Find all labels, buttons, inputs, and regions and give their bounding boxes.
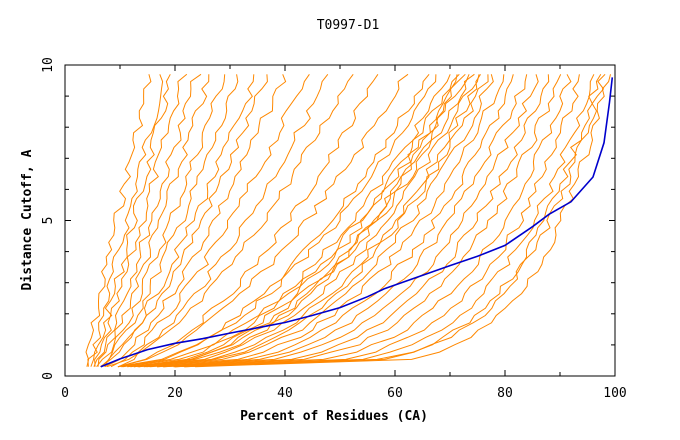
series-line-other-19 [122, 73, 460, 368]
x-tick-label-100: 100 [603, 386, 626, 401]
x-tick-label-80: 80 [497, 386, 513, 401]
x-axis-label: Percent of Residues (CA) [240, 409, 428, 424]
series-line-other-5 [97, 74, 210, 367]
series-line-other-21 [130, 74, 470, 368]
y-tick-label-0: 0 [41, 372, 56, 380]
series-layer [85, 73, 614, 368]
series-line-other-13 [106, 73, 354, 368]
series-line-other-36 [174, 74, 595, 368]
series-line-other-26 [138, 74, 489, 368]
series-line-other-11 [110, 74, 310, 368]
series-line-other-6 [96, 74, 226, 368]
series-line-other-23 [138, 74, 458, 368]
series-line-other-38 [184, 73, 606, 368]
series-line-other-0 [85, 74, 152, 367]
series-line-other-39 [195, 74, 611, 368]
series-line-other-3 [94, 73, 188, 367]
series-line-other-28 [143, 74, 505, 368]
series-line-other-16 [117, 73, 430, 368]
series-line-other-30 [149, 74, 528, 368]
series-line-other-7 [100, 74, 239, 368]
series-line-other-31 [157, 74, 539, 368]
series-line-other-4 [93, 73, 202, 367]
y-axis-label: Distance Cutoff, A [20, 149, 35, 290]
chart-title: T0997-D1 [317, 18, 380, 33]
y-tick-label-10: 10 [41, 57, 56, 73]
series-line-other-29 [156, 74, 514, 368]
series-line-other-33 [163, 74, 562, 368]
series-line-other-37 [184, 74, 602, 368]
x-tick-label-0: 0 [61, 386, 69, 401]
x-tick-label-60: 60 [387, 386, 403, 401]
series-line-other-32 [162, 74, 550, 368]
series-line-other-18 [121, 74, 451, 368]
series-line-other-1 [87, 74, 164, 367]
series-line-other-25 [137, 74, 481, 368]
series-line-other-12 [118, 73, 329, 368]
series-line-other-24 [133, 74, 480, 368]
series-line-other-10 [104, 74, 287, 368]
y-tick-label-5: 5 [41, 217, 56, 225]
series-line-other-20 [134, 73, 466, 368]
series-line-other-35 [174, 74, 580, 368]
series-line-highlight [100, 77, 614, 368]
series-line-other-34 [173, 74, 572, 368]
series-line-other-2 [90, 74, 171, 367]
series-line-other-9 [100, 74, 268, 368]
ticks-layer: 0 20 40 60 80 100 0 5 10 [41, 57, 627, 401]
series-line-other-15 [117, 73, 409, 368]
x-tick-label-40: 40 [277, 386, 293, 401]
x-tick-label-20: 20 [167, 386, 183, 401]
series-line-other-14 [117, 74, 379, 368]
series-line-other-17 [117, 74, 437, 368]
series-line-other-27 [146, 74, 494, 368]
